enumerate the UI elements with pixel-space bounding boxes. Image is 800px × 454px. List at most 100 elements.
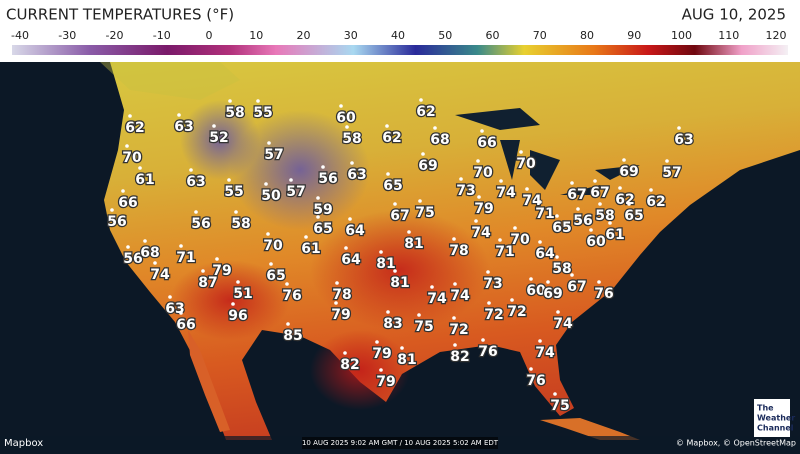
- temperature: 60: [526, 283, 546, 299]
- scale-label: 10: [249, 29, 263, 42]
- temperature: 57: [264, 147, 283, 163]
- temperature: 65: [266, 268, 285, 284]
- temperature: 55: [253, 105, 272, 121]
- station-dot: [570, 273, 574, 277]
- station-dot: [546, 280, 550, 284]
- temperature: 74: [150, 267, 170, 283]
- temperature: 71: [535, 206, 554, 222]
- station-dot: [201, 269, 205, 273]
- station-dot: [316, 215, 320, 219]
- station-dot: [344, 246, 348, 250]
- station-dot: [622, 158, 626, 162]
- temperature: 79: [474, 201, 493, 217]
- temperature: 74: [496, 185, 516, 201]
- temperature: 61: [301, 241, 320, 257]
- color-scale: [12, 45, 788, 55]
- temperature: 50: [261, 188, 281, 204]
- temperature: 52: [209, 130, 228, 146]
- temperature: 63: [674, 132, 693, 148]
- station-dot: [481, 338, 485, 342]
- station-dot: [618, 186, 622, 190]
- temperature: 56: [123, 251, 142, 267]
- temperature: 67: [567, 187, 586, 203]
- station-dot: [212, 124, 216, 128]
- station-dot: [343, 351, 347, 355]
- station-dot: [598, 202, 602, 206]
- temperature: 61: [135, 172, 154, 188]
- station-dot: [589, 228, 593, 232]
- station-dot: [316, 196, 320, 200]
- station-dot: [452, 237, 456, 241]
- temperature: 58: [231, 216, 250, 232]
- temperature: 74: [535, 345, 555, 361]
- station-dot: [498, 238, 502, 242]
- station-dot: [421, 152, 425, 156]
- station-dot: [269, 262, 273, 266]
- temperature: 74: [522, 193, 542, 209]
- temperature: 70: [473, 165, 493, 181]
- temperature: 79: [212, 263, 231, 279]
- temperature: 74: [427, 291, 447, 307]
- temperature: 68: [140, 245, 159, 261]
- temperature: 62: [382, 130, 401, 146]
- temperature: 58: [225, 105, 244, 121]
- station-dot: [417, 313, 421, 317]
- temperature: 76: [526, 373, 545, 389]
- station-dot: [555, 255, 559, 259]
- scale-label: -40: [11, 29, 29, 42]
- temperature: 72: [507, 304, 526, 320]
- station-dot: [555, 214, 559, 218]
- station-dot: [285, 282, 289, 286]
- station-dot: [418, 199, 422, 203]
- station-dot: [393, 202, 397, 206]
- station-dot: [179, 311, 183, 315]
- temperature: 81: [376, 256, 395, 272]
- temperature: 76: [478, 344, 497, 360]
- station-dot: [379, 368, 383, 372]
- temperature: 61: [605, 227, 624, 243]
- station-dot: [510, 298, 514, 302]
- timestamp: 10 AUG 2025 9:02 AM GMT / 10 AUG 2025 5:…: [302, 439, 499, 447]
- temperature: 70: [510, 232, 530, 248]
- station-dot: [538, 339, 542, 343]
- station-dot: [289, 178, 293, 182]
- station-dot: [126, 245, 130, 249]
- station-dot: [110, 208, 114, 212]
- scale-label: -10: [153, 29, 171, 42]
- temperature: 72: [484, 307, 503, 323]
- station-dot: [231, 302, 235, 306]
- scale-ticks: -40 -30 -20 -10 0 10 20 30 40 50 60 70 80 90 100 110 120: [11, 29, 786, 42]
- temperature: 56: [191, 216, 210, 232]
- station-dot: [266, 232, 270, 236]
- station-dot: [513, 226, 517, 230]
- station-dot: [335, 281, 339, 285]
- station-dot: [400, 346, 404, 350]
- temperature: 74: [471, 225, 491, 241]
- station-dot: [345, 125, 349, 129]
- station-dot: [228, 99, 232, 103]
- cuba: [540, 418, 640, 440]
- temperature: 70: [516, 156, 536, 172]
- station-dot: [487, 301, 491, 305]
- station-dot: [227, 178, 231, 182]
- temperature: 87: [198, 275, 217, 291]
- temperature: 82: [450, 349, 469, 365]
- temperature: 75: [414, 319, 433, 335]
- station-dot: [379, 250, 383, 254]
- station-dot: [452, 316, 456, 320]
- scale-label: 110: [718, 29, 739, 42]
- temperature: 79: [331, 307, 350, 323]
- station-dot: [453, 282, 457, 286]
- station-dot: [529, 367, 533, 371]
- temperature: 70: [263, 238, 283, 254]
- station-dot: [433, 126, 437, 130]
- scale-label: 40: [391, 29, 405, 42]
- temperature: 85: [283, 328, 302, 344]
- temperature: 69: [418, 158, 437, 174]
- temperature: 96: [228, 308, 247, 324]
- temperature: 68: [430, 132, 449, 148]
- station-dot: [215, 257, 219, 261]
- temperature: 58: [552, 261, 571, 277]
- temperature: 56: [318, 171, 337, 187]
- temperature: 64: [341, 252, 361, 268]
